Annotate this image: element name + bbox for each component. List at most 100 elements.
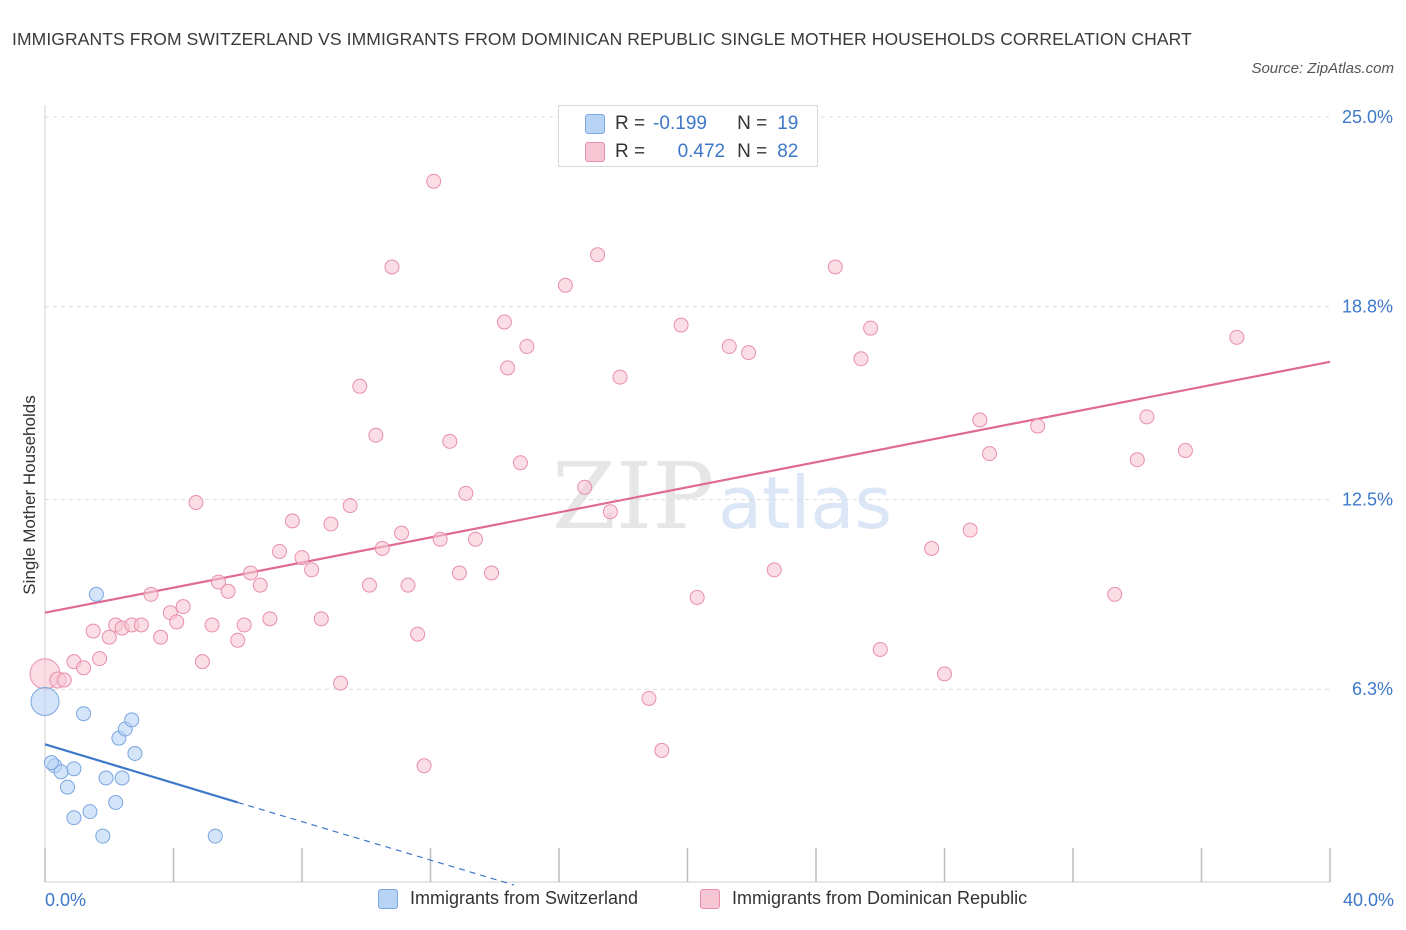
data-point-dominican xyxy=(188,495,204,511)
data-point-dominican xyxy=(981,446,997,462)
data-point-dominican xyxy=(1129,452,1145,468)
data-point-switzerland xyxy=(66,761,82,777)
data-point-dominican xyxy=(863,320,879,336)
data-point-dominican xyxy=(962,522,978,538)
data-point-dominican xyxy=(252,577,268,593)
data-point-dominican xyxy=(230,632,246,648)
data-point-switzerland xyxy=(82,804,98,820)
data-point-switzerland xyxy=(76,706,92,722)
data-point-switzerland xyxy=(98,770,114,786)
source-label: Source: ZipAtlas.com xyxy=(1251,60,1394,77)
data-point-dominican xyxy=(1107,586,1123,602)
r-label: R = xyxy=(615,141,646,162)
data-point-dominican xyxy=(827,259,843,275)
y-tick-label: 18.8% xyxy=(1342,297,1393,317)
data-point-dominican xyxy=(85,623,101,639)
data-point-dominican xyxy=(972,412,988,428)
data-point-dominican xyxy=(1229,329,1245,345)
data-point-dominican xyxy=(143,586,159,602)
data-point-dominican xyxy=(368,427,384,443)
data-point-switzerland xyxy=(127,745,143,761)
legend-swatch-blue xyxy=(378,888,398,909)
n-value: 19 xyxy=(777,113,799,134)
data-point-switzerland xyxy=(88,586,104,602)
data-point-switzerland xyxy=(66,810,82,826)
data-point-dominican xyxy=(924,540,940,556)
chart-title: IMMIGRANTS FROM SWITZERLAND VS IMMIGRANT… xyxy=(12,29,1192,49)
data-point-dominican xyxy=(512,455,528,471)
trend-line-switzerland-extrapolated xyxy=(237,801,515,886)
data-point-dominican xyxy=(153,629,169,645)
data-point-switzerland xyxy=(30,686,60,716)
trend-line-switzerland xyxy=(44,743,239,804)
series-legend: Immigrants from Switzerland Immigrants f… xyxy=(0,888,1406,918)
data-point-dominican xyxy=(243,565,259,581)
legend-item-dominican: Immigrants from Dominican Republic xyxy=(700,888,1027,909)
data-point-dominican xyxy=(689,589,705,605)
watermark: ZIP atlas xyxy=(552,443,892,550)
data-point-dominican xyxy=(210,574,226,590)
data-point-dominican xyxy=(361,577,377,593)
legend-item-switzerland: Immigrants from Switzerland xyxy=(378,888,638,909)
data-point-dominican xyxy=(374,540,390,556)
data-point-dominican xyxy=(175,599,191,615)
data-point-dominican xyxy=(577,479,593,495)
data-point-dominican xyxy=(92,651,108,667)
data-point-dominican xyxy=(442,433,458,449)
data-point-dominican xyxy=(400,577,416,593)
data-point-dominican xyxy=(467,531,483,547)
data-point-dominican xyxy=(500,360,516,376)
data-point-dominican xyxy=(410,626,426,642)
data-points xyxy=(29,173,1245,844)
data-point-dominican xyxy=(1139,409,1155,425)
trend-line-dominican xyxy=(44,360,1331,614)
data-point-dominican xyxy=(557,277,573,293)
data-point-switzerland xyxy=(108,794,124,810)
legend-swatch-blue xyxy=(585,114,605,134)
data-point-dominican xyxy=(194,654,210,670)
data-point-dominican xyxy=(284,513,300,529)
data-point-dominican xyxy=(342,498,358,514)
n-label: N = xyxy=(737,113,768,134)
x-tick-label-max: 40.0% xyxy=(1342,890,1394,910)
data-point-dominican xyxy=(394,525,410,541)
r-value: 0.472 xyxy=(677,141,726,162)
data-point-dominican xyxy=(169,614,185,630)
legend-swatch-pink xyxy=(700,888,720,909)
y-tick-label: 12.5% xyxy=(1342,490,1393,510)
data-point-dominican xyxy=(872,641,888,657)
legend-row-switzerland: R = -0.199 N = 19 xyxy=(585,110,798,138)
data-point-dominican xyxy=(432,531,448,547)
data-point-dominican xyxy=(313,611,329,627)
data-point-dominican xyxy=(220,583,236,599)
legend-label-dominican: Immigrants from Dominican Republic xyxy=(732,888,1028,908)
data-point-dominican xyxy=(451,565,467,581)
data-point-dominican xyxy=(294,550,310,566)
data-point-dominican xyxy=(333,675,349,691)
correlation-legend: R = -0.199 N = 19 R = 0.472 N = 82 xyxy=(558,105,818,167)
data-point-dominican xyxy=(496,314,512,330)
data-point-dominican xyxy=(352,378,368,394)
y-tick-label: 25.0% xyxy=(1342,107,1393,127)
data-point-dominican xyxy=(766,562,782,578)
data-point-dominican xyxy=(304,562,320,578)
data-point-dominican xyxy=(76,660,92,676)
data-point-dominican xyxy=(426,173,442,189)
legend-row-dominican: R = 0.472 N = 82 xyxy=(585,138,798,166)
data-point-dominican xyxy=(323,516,339,532)
data-point-switzerland xyxy=(95,828,111,844)
data-point-dominican xyxy=(602,504,618,520)
trend-lines xyxy=(44,360,1331,886)
n-label: N = xyxy=(737,141,768,162)
watermark-zip: ZIP xyxy=(552,443,714,550)
watermark-atlas: atlas xyxy=(718,461,892,545)
data-point-dominican xyxy=(519,339,535,354)
data-point-dominican xyxy=(853,351,869,367)
data-point-dominican xyxy=(654,742,670,758)
data-point-dominican xyxy=(133,617,149,633)
r-value: -0.199 xyxy=(653,113,707,134)
data-point-dominican xyxy=(262,611,278,627)
data-point-dominican xyxy=(416,758,432,774)
x-tick-label-min: 0.0% xyxy=(45,890,87,910)
